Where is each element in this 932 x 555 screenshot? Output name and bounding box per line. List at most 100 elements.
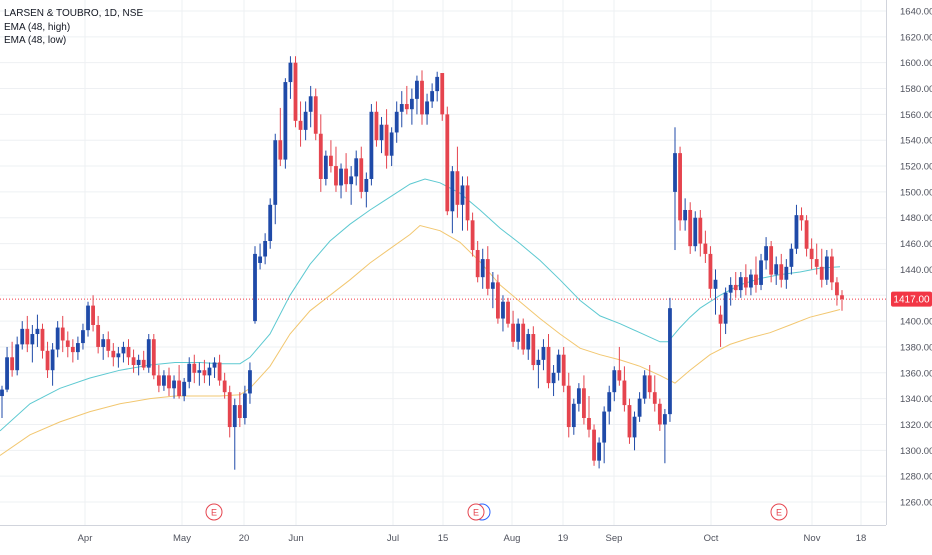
candle[interactable] — [455, 146, 460, 218]
candle[interactable] — [288, 56, 293, 99]
candle[interactable] — [536, 349, 541, 389]
candle[interactable] — [0, 385, 4, 419]
candle[interactable] — [182, 377, 187, 402]
candle[interactable] — [151, 334, 156, 380]
candle[interactable] — [738, 272, 743, 298]
candle[interactable] — [344, 153, 348, 192]
candle[interactable] — [779, 253, 784, 288]
candle[interactable] — [496, 274, 500, 324]
candle[interactable] — [399, 91, 404, 128]
candle[interactable] — [652, 375, 657, 412]
candle[interactable] — [308, 85, 313, 128]
candle[interactable] — [774, 256, 779, 285]
candle[interactable] — [207, 362, 212, 386]
candle[interactable] — [799, 207, 804, 231]
candle[interactable] — [480, 248, 485, 289]
candle[interactable] — [470, 212, 475, 257]
candle[interactable] — [303, 101, 308, 141]
candle[interactable] — [662, 408, 667, 464]
candle[interactable] — [227, 385, 232, 438]
candle[interactable] — [627, 398, 632, 444]
candle[interactable] — [222, 372, 227, 399]
candle[interactable] — [20, 321, 25, 350]
candle[interactable] — [743, 264, 748, 296]
candle[interactable] — [607, 385, 612, 425]
candle[interactable] — [754, 256, 758, 293]
candle[interactable] — [384, 109, 389, 169]
candle[interactable] — [187, 357, 192, 389]
candle[interactable] — [116, 346, 121, 368]
candle[interactable] — [840, 290, 844, 311]
candle[interactable] — [612, 366, 617, 402]
candle[interactable] — [111, 343, 116, 367]
candle[interactable] — [435, 71, 440, 102]
chart-legend[interactable]: LARSEN & TOUBRO, 1D, NSE EMA (48, high) … — [4, 7, 143, 48]
candle[interactable] — [698, 209, 703, 257]
candle[interactable] — [379, 116, 384, 154]
candle[interactable] — [647, 365, 652, 399]
candle[interactable] — [526, 328, 531, 360]
symbol-title[interactable]: LARSEN & TOUBRO, 1D, NSE — [4, 8, 144, 19]
candle[interactable] — [404, 85, 409, 115]
candle[interactable] — [172, 375, 176, 399]
candle[interactable] — [617, 346, 622, 386]
candle[interactable] — [232, 398, 237, 470]
candle[interactable] — [268, 198, 273, 249]
candle[interactable] — [814, 243, 819, 275]
candle[interactable] — [749, 269, 753, 296]
candle[interactable] — [263, 233, 268, 265]
candle[interactable] — [759, 253, 763, 291]
candle[interactable] — [485, 246, 490, 296]
candle[interactable] — [121, 341, 126, 363]
legend-ema-low[interactable]: EMA (48, low) — [4, 35, 67, 46]
candle[interactable] — [374, 101, 379, 147]
candle[interactable] — [162, 370, 166, 391]
candle[interactable] — [566, 372, 571, 438]
candle[interactable] — [440, 73, 445, 121]
candle[interactable] — [582, 375, 586, 425]
candle[interactable] — [101, 334, 106, 360]
candle[interactable] — [425, 93, 429, 125]
candle[interactable] — [693, 211, 698, 252]
candle[interactable] — [819, 248, 824, 288]
candle[interactable] — [475, 240, 480, 283]
candle[interactable] — [571, 398, 576, 435]
candle[interactable] — [642, 370, 647, 404]
candle[interactable] — [10, 341, 15, 377]
candle[interactable] — [283, 78, 288, 169]
candle[interactable] — [415, 75, 419, 115]
candle[interactable] — [592, 424, 596, 466]
candle[interactable] — [369, 104, 374, 186]
candle[interactable] — [394, 101, 399, 143]
candle[interactable] — [460, 176, 465, 231]
candle[interactable] — [688, 202, 693, 254]
candle[interactable] — [445, 106, 450, 216]
candle[interactable] — [764, 237, 768, 270]
candle[interactable] — [278, 107, 283, 167]
candle[interactable] — [718, 305, 723, 347]
candle[interactable] — [723, 287, 728, 335]
candle[interactable] — [15, 336, 20, 376]
candle[interactable] — [657, 398, 662, 431]
candle[interactable] — [794, 204, 799, 254]
candle[interactable] — [430, 83, 435, 108]
candle[interactable] — [668, 297, 672, 422]
candle[interactable] — [789, 243, 794, 275]
candle[interactable] — [602, 406, 607, 464]
candle[interactable] — [177, 365, 182, 399]
candle[interactable] — [192, 354, 197, 384]
candle[interactable] — [248, 362, 252, 404]
candle[interactable] — [156, 365, 161, 393]
candle[interactable] — [809, 238, 814, 270]
candle[interactable] — [70, 339, 75, 363]
candle[interactable] — [329, 140, 333, 173]
candle[interactable] — [253, 246, 257, 324]
candle[interactable] — [258, 243, 262, 270]
candle[interactable] — [5, 346, 9, 393]
candle[interactable] — [91, 295, 95, 332]
candle[interactable] — [298, 101, 303, 147]
candle[interactable] — [131, 349, 136, 373]
candle[interactable] — [622, 366, 627, 412]
candle[interactable] — [829, 248, 834, 291]
